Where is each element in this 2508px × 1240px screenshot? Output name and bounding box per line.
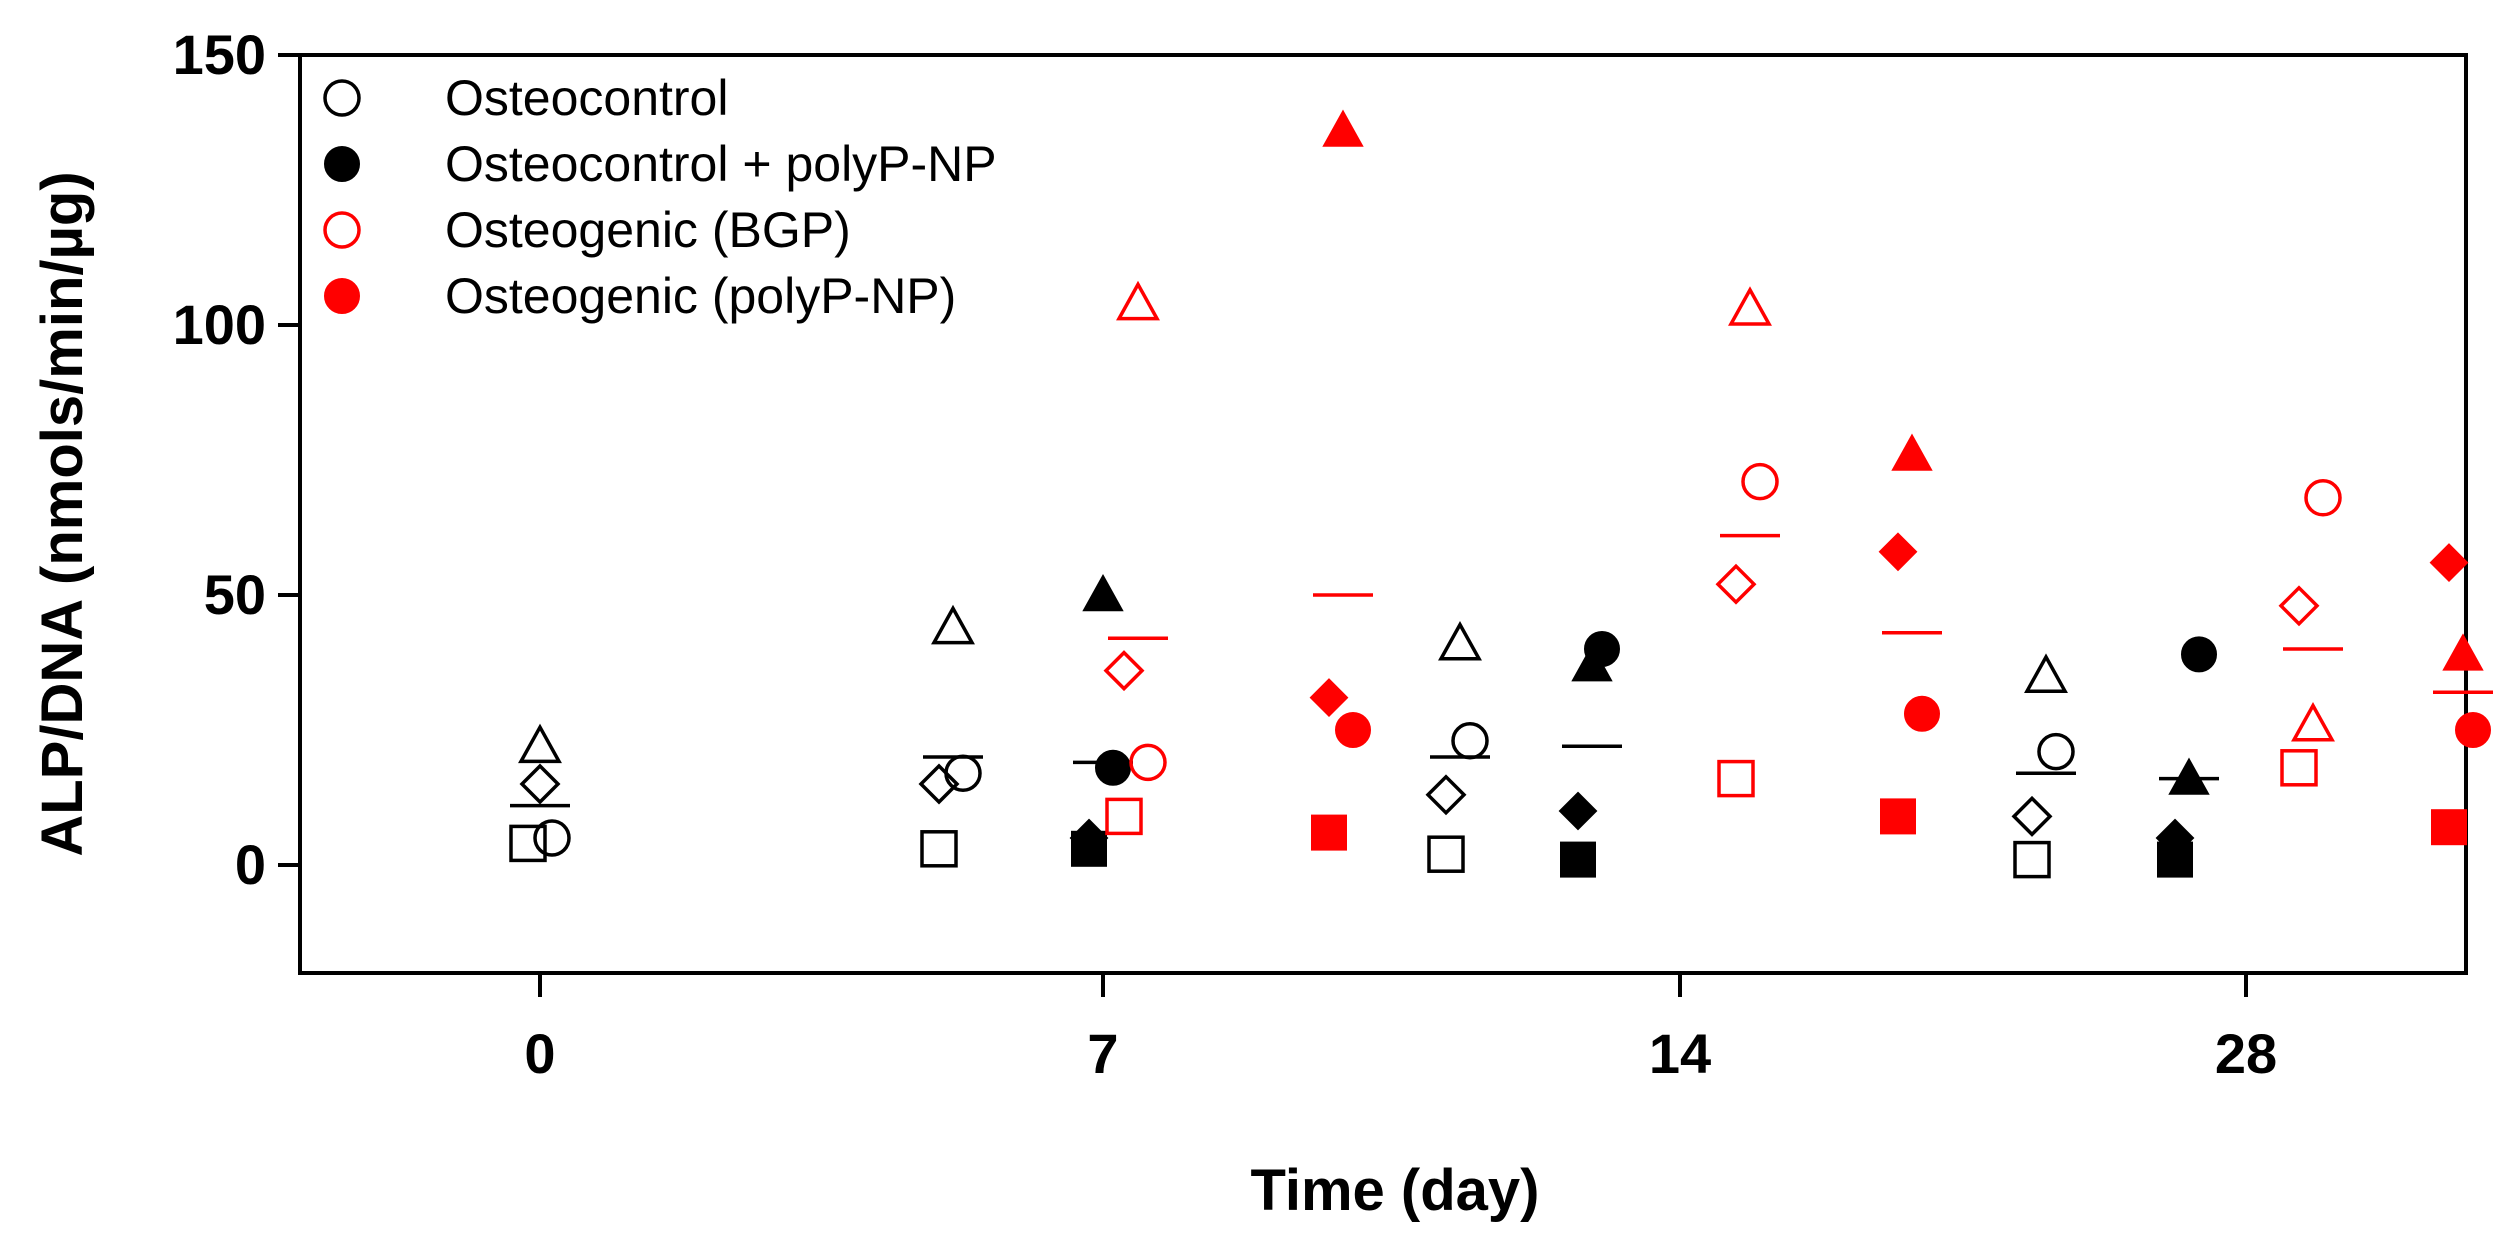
data-point-triangle <box>1891 433 1933 471</box>
x-axis: 0 7 14 28 <box>524 973 2277 1085</box>
plot-area-frame <box>298 53 2468 975</box>
y-tick-label: 150 <box>173 23 266 86</box>
data-point-square <box>2280 749 2318 787</box>
data-point-square <box>2431 809 2467 846</box>
data-point-diamond <box>1103 650 1145 692</box>
data-point-circle <box>533 819 571 857</box>
legend-marker <box>323 79 361 117</box>
data-point-square <box>1717 759 1755 798</box>
data-point-diamond <box>2278 585 2320 627</box>
data-point-triangle <box>2024 653 2068 693</box>
data-point-triangle <box>2168 757 2210 795</box>
data-point-circle <box>1451 722 1489 760</box>
data-point-square <box>1560 841 1596 878</box>
data-point-circle <box>2455 712 2491 748</box>
data-point-square <box>2013 840 2051 879</box>
legend-label: Osteocontrol <box>445 70 728 126</box>
data-point-diamond <box>1878 532 1918 572</box>
y-tick-label: 50 <box>204 563 266 626</box>
data-point-triangle <box>1116 280 1160 321</box>
data-point-square <box>509 824 547 863</box>
y-tick-label: 0 <box>235 833 266 896</box>
data-point-diamond <box>1425 774 1467 816</box>
data-points <box>509 109 2491 879</box>
data-point-diamond <box>2429 543 2469 583</box>
data-point-triangle <box>518 723 562 764</box>
data-point-square <box>1880 798 1916 835</box>
data-point-diamond <box>1558 791 1598 831</box>
data-point-circle <box>2037 732 2075 771</box>
data-point-triangle <box>2291 701 2335 742</box>
data-point-square <box>920 830 958 868</box>
data-point-circle <box>2181 636 2217 673</box>
data-point-square <box>1427 835 1465 873</box>
data-point-triangle <box>1438 620 1482 661</box>
data-point-square <box>1311 814 1347 851</box>
data-point-circle <box>1095 749 1131 786</box>
legend: Osteocontrol Osteocontrol + polyP-NP Osteo… <box>323 70 997 324</box>
data-point-circle <box>1129 743 1167 782</box>
legend-marker <box>324 146 360 182</box>
x-axis-title: Time (day) <box>1250 1158 1539 1223</box>
data-point-diamond <box>2155 818 2195 858</box>
legend-label: Osteocontrol + polyP-NP <box>445 136 997 192</box>
data-point-triangle <box>2442 633 2484 671</box>
data-point-triangle <box>1082 573 1124 612</box>
data-point-diamond <box>2011 795 2053 837</box>
data-point-triangle <box>931 604 975 645</box>
data-point-triangle <box>1322 109 1364 147</box>
data-point-square <box>1105 797 1143 836</box>
legend-marker <box>324 278 360 314</box>
x-tick-label: 7 <box>1087 1022 1118 1085</box>
data-point-circle <box>1741 462 1779 501</box>
legend-marker <box>323 211 361 249</box>
data-point-triangle <box>1728 286 1772 326</box>
data-point-triangle <box>1571 644 1613 682</box>
y-axis-title: ALP/DNA (nmols/min/µg) <box>30 171 95 856</box>
data-point-diamond <box>1715 563 1757 605</box>
data-point-circle <box>1904 695 1940 732</box>
data-point-circle <box>944 754 982 792</box>
data-point-diamond <box>519 763 561 805</box>
data-point-circle <box>2304 479 2342 517</box>
x-tick-label: 14 <box>1649 1022 1711 1085</box>
y-tick-label: 100 <box>173 293 266 356</box>
y-axis: 0 50 100 150 <box>173 23 300 896</box>
data-point-circle <box>1335 712 1371 748</box>
legend-label: Osteogenic (BGP) <box>445 202 851 258</box>
x-tick-label: 0 <box>524 1022 555 1085</box>
data-point-diamond <box>1309 678 1349 718</box>
data-point-diamond <box>1069 818 1109 858</box>
data-point-diamond <box>918 763 960 805</box>
x-tick-label: 28 <box>2215 1022 2277 1085</box>
legend-label: Osteogenic (polyP-NP) <box>445 268 956 324</box>
